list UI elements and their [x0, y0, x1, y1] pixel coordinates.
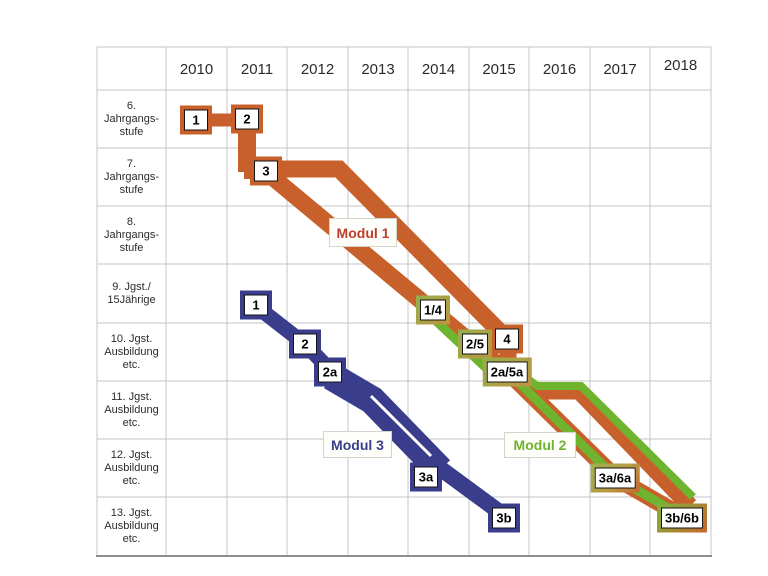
- row-label-13-jgst: 13. Jgst. Ausbildung etc.: [97, 497, 166, 556]
- modul-1-label: Modul 1: [329, 218, 397, 247]
- row-label-8-jgst: 8. Jahrgangs- stufe: [97, 206, 166, 264]
- row-label-line: stufe: [119, 183, 144, 196]
- row-label-line: etc.: [122, 358, 141, 371]
- measurement-box-label: 1: [184, 109, 208, 131]
- measurement-box-label: 2/5: [461, 333, 489, 355]
- measurement-box-label: 2: [293, 333, 317, 355]
- measurement-box-label: 4: [495, 328, 519, 350]
- row-label-line: etc.: [122, 474, 141, 487]
- row-label-line: 10. Jgst.: [110, 332, 153, 345]
- row-label-line: stufe: [119, 125, 144, 138]
- row-label-11-jgst: 11. Jgst. Ausbildung etc.: [97, 381, 166, 439]
- measurement-box-m1-2: 2: [231, 104, 263, 134]
- row-label-line: Ausbildung: [104, 403, 159, 416]
- row-label-line: Jahrgangs-: [103, 112, 160, 125]
- measurement-box-label: 2: [235, 108, 259, 130]
- year-header-2011: 2011: [240, 60, 274, 78]
- measurement-box-m2-1-4: 1/4: [415, 295, 451, 325]
- row-label-line: Ausbildung: [104, 520, 159, 532]
- row-label-line: 15Jährige: [107, 293, 156, 306]
- row-label-line: 9. Jgst./: [112, 280, 151, 293]
- measurement-box-m2-2-5: 2/5: [457, 329, 493, 359]
- measurement-box-m3-3a: 3a: [410, 462, 442, 492]
- row-label-10-jgst: 10. Jgst. Ausbildung etc.: [97, 323, 166, 381]
- row-label-line: 8.: [126, 215, 137, 228]
- measurement-box-m2-3a-6a: 3a/6a: [590, 463, 640, 493]
- measurement-box-label: 3a: [414, 466, 438, 488]
- row-label-line: 12. Jgst.: [110, 448, 153, 461]
- measurement-box-label: 3a/6a: [594, 467, 636, 489]
- row-label-line: etc.: [122, 416, 141, 429]
- year-header-2010: 2010: [179, 60, 214, 78]
- measurement-box-m1-1: 1: [180, 105, 212, 135]
- year-header-2017: 2017: [603, 60, 637, 78]
- measurement-box-m3-3b: 3b: [488, 503, 520, 533]
- modul1-band-right: [278, 160, 517, 371]
- measurement-box-m1-4: 4: [491, 324, 523, 354]
- measurement-box-m3-2a: 2a: [314, 357, 346, 387]
- measurement-box-label: 3b/6b: [661, 507, 703, 529]
- row-label-line: 6.: [126, 99, 137, 112]
- measurement-box-m2-3b-6b: 3b/6b: [657, 503, 707, 533]
- measurement-box-label: 3: [254, 160, 278, 182]
- measurement-box-label: 2a: [318, 361, 342, 383]
- year-header-2015: 2015: [482, 60, 516, 78]
- row-label-line: 13. Jgst.: [110, 507, 153, 519]
- row-label-9-jgst: 9. Jgst./ 15Jährige: [97, 264, 166, 323]
- year-header-2013: 2013: [361, 60, 395, 78]
- year-header-2012: 2012: [300, 60, 335, 78]
- modul3-band-slit: [369, 394, 433, 458]
- measurement-box-label: 3b: [492, 507, 516, 529]
- measurement-box-m3-2: 2: [289, 329, 321, 359]
- row-label-line: stufe: [119, 241, 144, 254]
- year-header-2018: 2018: [663, 56, 698, 74]
- measurement-box-label: 1: [244, 294, 268, 316]
- row-label-line: Ausbildung: [104, 461, 159, 474]
- measurement-box-m2-2a-5a: 2a/5a: [482, 357, 532, 387]
- row-label-6-jgst: 6. Jahrgangs- stufe: [97, 90, 166, 148]
- row-label-line: Ausbildung: [104, 345, 159, 358]
- row-label-line: Jahrgangs-: [103, 170, 160, 183]
- modul-3-label: Modul 3: [323, 431, 392, 458]
- measurement-box-label: 2a/5a: [486, 361, 528, 383]
- row-label-line: etc.: [122, 533, 141, 545]
- modul-2-label: Modul 2: [504, 432, 576, 458]
- measurement-box-m1-3: 3: [250, 156, 282, 186]
- year-header-2016: 2016: [542, 60, 577, 78]
- year-header-2014: 2014: [421, 60, 456, 78]
- row-label-7-jgst: 7. Jahrgangs- stufe: [97, 148, 166, 206]
- measurement-box-m3-1: 1: [240, 290, 272, 320]
- row-label-line: 7.: [126, 157, 137, 170]
- measurement-box-label: 1/4: [419, 299, 447, 321]
- row-label-line: 11. Jgst.: [111, 390, 152, 403]
- row-label-line: Jahrgangs-: [103, 228, 160, 241]
- row-label-12-jgst: 12. Jgst. Ausbildung etc.: [97, 439, 166, 497]
